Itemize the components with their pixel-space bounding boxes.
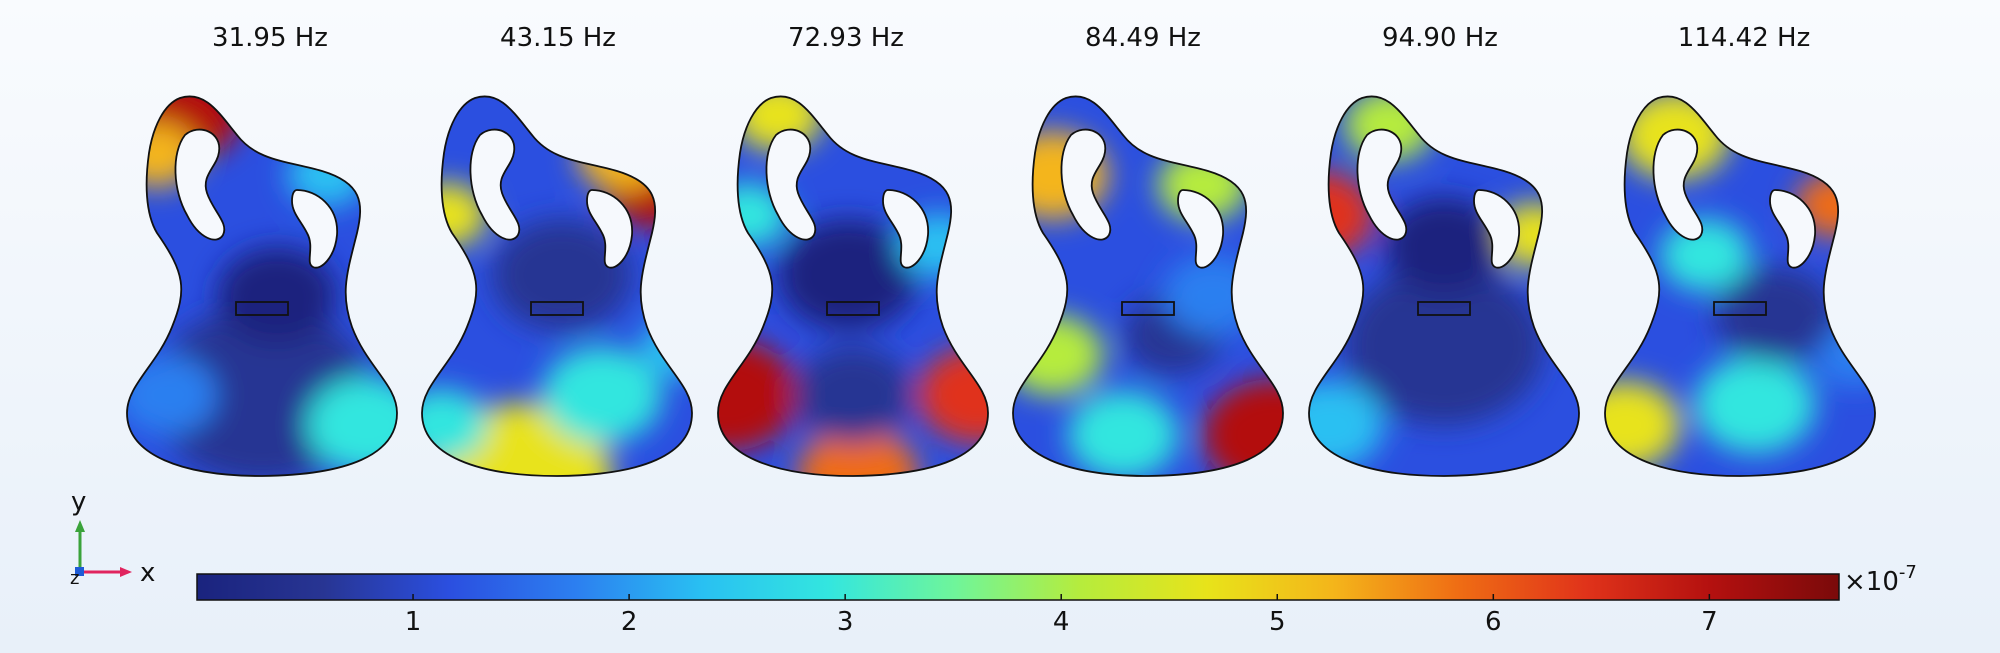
displacement-field — [422, 96, 692, 477]
bridge-outline — [530, 301, 584, 316]
mode-shape-5 — [1308, 95, 1580, 477]
z-axis-label: z — [70, 568, 79, 589]
colorbar-tick-label: 7 — [1701, 607, 1718, 637]
mode-2-frequency-label: 43.15 Hz — [500, 23, 616, 53]
colorbar-tick-label: 6 — [1485, 607, 1502, 637]
bridge-outline — [1417, 301, 1471, 316]
bridge-outline — [1121, 301, 1175, 316]
bridge-outline — [826, 301, 880, 316]
x-axis-arrowhead — [120, 567, 132, 577]
axis-triad: y x z — [70, 487, 155, 589]
bridge-outline — [1713, 301, 1767, 316]
colorbar-tick-label: 5 — [1269, 607, 1286, 637]
mode-shape-6 — [1604, 95, 1876, 477]
z-axis-marker — [75, 567, 84, 576]
mode-6-frequency-label: 114.42 Hz — [1678, 23, 1810, 53]
colorbar-scale-exponent: -7 — [1899, 562, 1917, 583]
colorbar-scale-factor: ×10-7 — [1844, 562, 1917, 597]
colorbar-gradient — [196, 573, 1840, 601]
bridge-outline — [235, 301, 289, 316]
y-axis-label: y — [71, 487, 86, 517]
displacement-field — [718, 96, 988, 477]
mode-shape-4 — [1012, 95, 1284, 477]
colorbar: 1 2 3 4 5 6 7 ×10-7 — [196, 562, 1917, 637]
colorbar-tick-label: 1 — [405, 607, 422, 637]
x-axis-label: x — [140, 558, 155, 588]
colorbar-tick-label: 2 — [621, 607, 638, 637]
colorbar-tick-label: 4 — [1053, 607, 1070, 637]
mode-shape-3 — [717, 95, 989, 477]
mode-shape-1 — [126, 95, 398, 477]
mode-5-frequency-label: 94.90 Hz — [1382, 23, 1498, 53]
y-axis-arrowhead — [75, 520, 85, 532]
displacement-field — [1013, 96, 1283, 477]
colorbar-tick-label: 3 — [837, 607, 854, 637]
mode-4-frequency-label: 84.49 Hz — [1085, 23, 1201, 53]
mode-shape-2 — [421, 95, 693, 477]
displacement-field — [127, 96, 397, 477]
mode-1-frequency-label: 31.95 Hz — [212, 23, 328, 53]
mode-3-frequency-label: 72.93 Hz — [788, 23, 904, 53]
mode-shapes — [126, 95, 1876, 477]
displacement-field — [1605, 96, 1875, 477]
frequency-labels: 31.95 Hz 43.15 Hz 72.93 Hz 84.49 Hz 94.9… — [212, 23, 1810, 53]
colorbar-scale-prefix: ×10 — [1844, 567, 1899, 597]
colorbar-ticks: 1 2 3 4 5 6 7 — [405, 594, 1718, 637]
